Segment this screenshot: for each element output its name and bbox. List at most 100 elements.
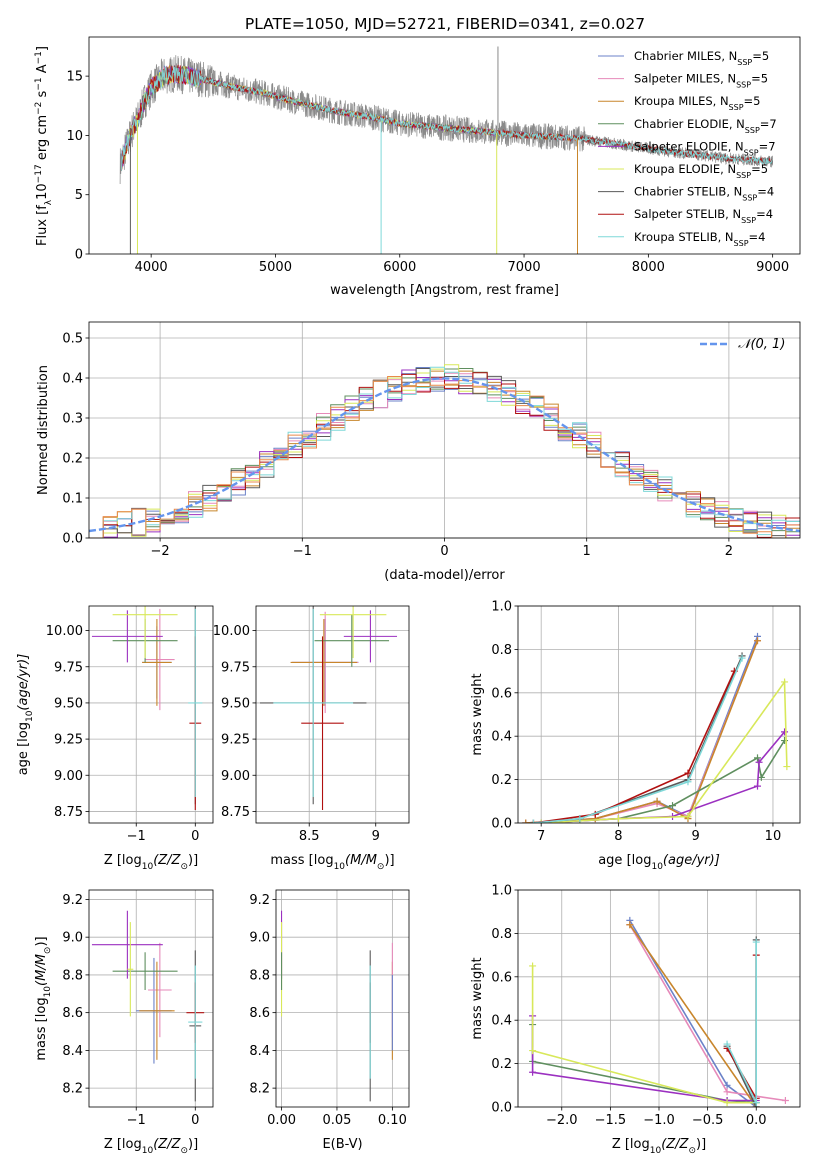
y-tick-label: 1.0 — [491, 884, 512, 899]
y-tick-label: 0.4 — [491, 730, 512, 745]
y-axis-label: mass weight — [470, 673, 485, 755]
x-tick-label: 4000 — [135, 260, 168, 275]
x-axis-label: Z [log10(Z/Z⊙)] — [104, 1137, 198, 1156]
legend-sub: SSP — [737, 58, 752, 67]
label-part: ⊙ — [43, 947, 53, 955]
x-tick-label: −1.0 — [643, 1113, 675, 1128]
y-tick-label: 10.00 — [46, 624, 83, 639]
legend-label: Kroupa ELODIE, NSSP=5 — [634, 162, 768, 180]
y-tick-label: 8.75 — [54, 805, 83, 820]
weight-marker — [754, 637, 762, 645]
label-part: Flux [f — [35, 205, 50, 246]
x-axis-label: wavelength [Angstrom, rest frame] — [330, 283, 559, 298]
model-spectrum — [120, 65, 499, 172]
y-tick-label: 8.2 — [62, 1082, 83, 1097]
errorbar-plot — [91, 910, 205, 1102]
model-spectrum — [120, 66, 773, 172]
x-tick-label: 8.5 — [299, 829, 320, 844]
label-part: 10 — [142, 1146, 154, 1156]
label-part: 10 — [25, 710, 35, 722]
label-part: (M/M — [34, 954, 49, 986]
weight-line — [533, 670, 736, 823]
weight-line — [541, 740, 786, 823]
legend-text: Salpeter ELODIE, N — [634, 139, 744, 153]
weight-marker — [757, 773, 765, 781]
x-tick-label: 7 — [537, 829, 545, 844]
x-tick-label: 6000 — [383, 260, 416, 275]
y-tick-label: 10 — [66, 129, 83, 144]
y-tick-label: 0.6 — [491, 686, 512, 701]
legend-text: Chabrier ELODIE, N — [634, 117, 745, 131]
label-part: A — [35, 64, 50, 77]
histogram-series — [89, 376, 800, 538]
legend-suffix: =4 — [749, 230, 766, 244]
weight-marker — [614, 815, 622, 823]
weight-marker — [783, 763, 791, 771]
legend-label: Salpeter STELIB, NSSP=4 — [634, 207, 773, 225]
y-tick-label: 8.4 — [249, 1044, 270, 1059]
weight-marker — [723, 1088, 731, 1096]
label-part: age [log — [16, 722, 31, 775]
weight-line — [533, 655, 743, 823]
y-tick-label: 0.6 — [491, 970, 512, 985]
y-tick-label: 15 — [66, 70, 83, 85]
label-part: mass [log — [34, 997, 49, 1060]
legend-text: Salpeter STELIB, N — [634, 207, 741, 221]
x-tick-label: −0.5 — [692, 1113, 724, 1128]
y-tick-label: 8.4 — [62, 1044, 83, 1059]
x-tick-label: −1 — [127, 1113, 146, 1128]
legend-label: Salpeter MILES, NSSP=5 — [634, 72, 768, 90]
label-part: (Z/Z — [153, 1137, 181, 1152]
y-tick-label: 0.2 — [491, 773, 512, 788]
label-part: )] — [188, 853, 198, 868]
label-part: (Z/Z — [661, 1137, 689, 1152]
x-tick-label: 8000 — [632, 260, 665, 275]
weight-line — [629, 924, 757, 1107]
weight-marker — [723, 1081, 731, 1089]
y-tick-label: 0.2 — [491, 1057, 512, 1072]
weight-marker — [723, 1040, 731, 1048]
weight-marker — [781, 678, 789, 686]
weight-line — [541, 679, 788, 823]
weight-line — [541, 731, 786, 823]
y-tick-label: 1.0 — [491, 600, 512, 615]
weight-marker — [754, 782, 762, 790]
label-part: (M/M — [345, 853, 377, 868]
label-part: ] — [35, 46, 50, 51]
weight-marker — [684, 769, 692, 777]
label-part: age [log — [598, 853, 651, 868]
legend-label: Kroupa STELIB, NSSP=4 — [634, 230, 765, 248]
label-part: Z [log — [104, 1137, 142, 1152]
legend-sub: SSP — [741, 216, 756, 225]
x-tick-label: 0.05 — [322, 1113, 351, 1128]
weight-marker — [653, 797, 661, 805]
label-part: )] — [188, 1137, 198, 1152]
label-part: 10 — [334, 862, 346, 872]
axes-frame — [275, 889, 410, 1108]
label-part: 10 — [651, 862, 663, 872]
y-tick-label: 0.0 — [491, 1101, 512, 1116]
label-part: 10 — [650, 1146, 662, 1156]
x-axis-label: (data-model)/error — [384, 568, 505, 583]
label-part: s — [35, 90, 50, 101]
weight-marker — [723, 1099, 731, 1107]
legend-label: Chabrier ELODIE, NSSP=7 — [634, 117, 777, 135]
label-part: −1 — [34, 51, 44, 64]
x-tick-label: 9 — [692, 829, 700, 844]
x-tick-label: 1 — [583, 544, 591, 559]
label-part: 10 — [35, 183, 50, 200]
y-tick-label: 9.75 — [54, 660, 83, 675]
y-tick-label: 9.00 — [54, 769, 83, 784]
label-part: Z [log — [104, 853, 142, 868]
y-tick-label: 0.1 — [62, 492, 83, 507]
weight-marker — [684, 812, 692, 820]
y-tick-label: 8.75 — [221, 805, 250, 820]
axes-frame — [88, 36, 801, 255]
y-tick-label: 8.8 — [62, 968, 83, 983]
legend-text: Kroupa MILES, N — [634, 94, 729, 108]
legend-text: Chabrier MILES, N — [634, 49, 737, 63]
x-tick-label: 5000 — [259, 260, 292, 275]
y-axis-label: mass [log10(M/M⊙)] — [34, 936, 53, 1060]
x-tick-label: 9000 — [756, 260, 789, 275]
y-tick-label: 9.50 — [54, 696, 83, 711]
